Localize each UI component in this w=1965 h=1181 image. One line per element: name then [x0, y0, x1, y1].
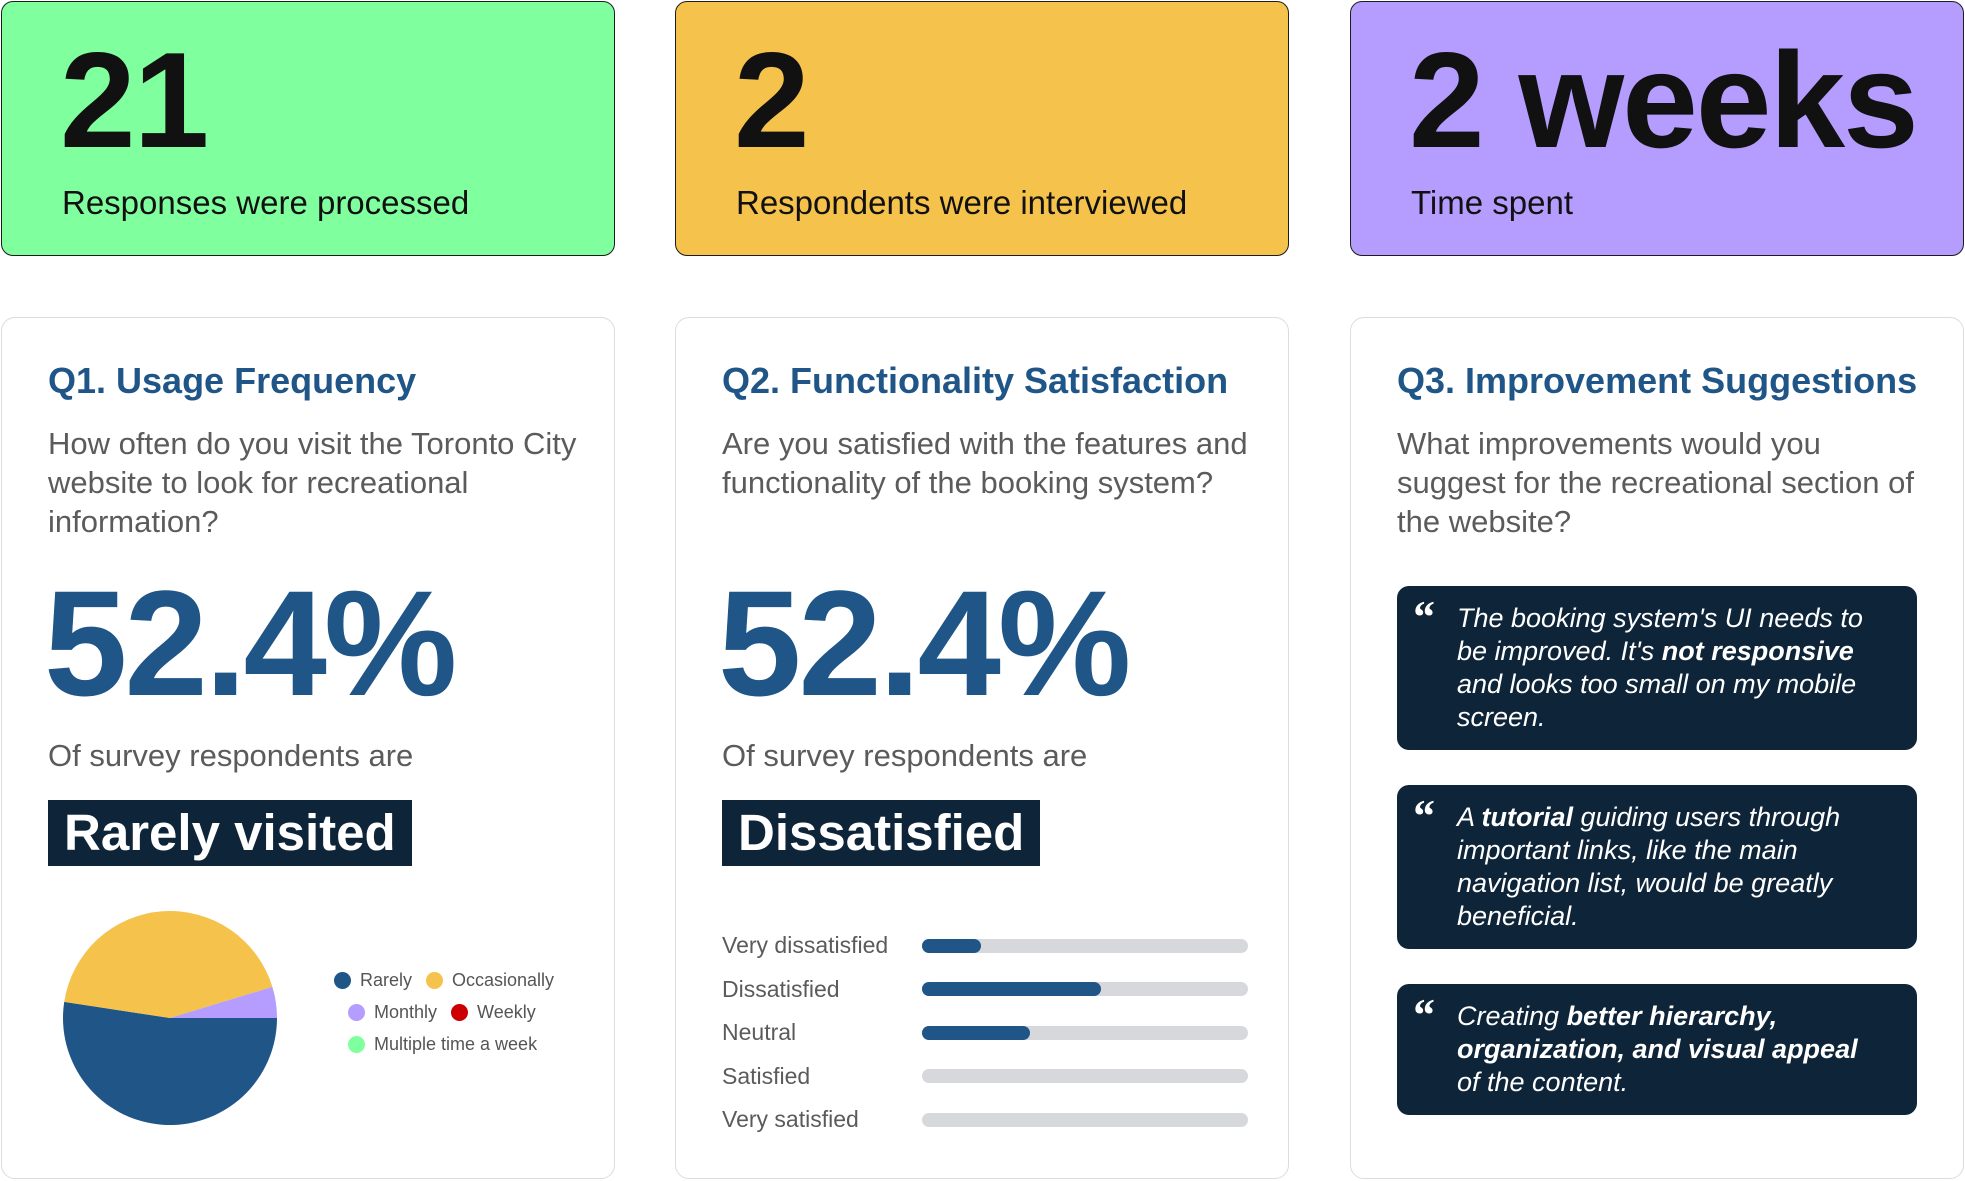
- legend-swatch: [451, 1004, 469, 1021]
- usage-pie-chart: [62, 911, 277, 1126]
- q2-percent: 52.4%: [718, 559, 1131, 727]
- bar-label: Dissatisfied: [722, 975, 840, 1002]
- bar-track: [922, 982, 1248, 997]
- bar-track: [922, 1112, 1248, 1127]
- q1-card: Q1. Usage Frequency How often do you vis…: [1, 317, 615, 1179]
- pie-slice-occasionally: [64, 911, 273, 1018]
- q1-title: Q1. Usage Frequency: [48, 360, 417, 401]
- legend-item-weekly: Weekly: [451, 1002, 536, 1023]
- bar-fill: [922, 1025, 1030, 1040]
- bar-row: Satisfied: [722, 1055, 1262, 1099]
- quote-card: “ The booking system's UI needs to be im…: [1397, 586, 1917, 750]
- quote-text: The booking system's UI needs to be impr…: [1457, 602, 1887, 734]
- quote-segment: The booking system's UI needs to be impr…: [1457, 603, 1863, 666]
- q1-badge: Rarely visited: [48, 800, 412, 866]
- bar-label: Very satisfied: [722, 1106, 859, 1133]
- quote-segment: of the content.: [1457, 1067, 1629, 1097]
- legend-label: Weekly: [477, 1002, 536, 1022]
- quote-emphasis: tutorial: [1481, 802, 1574, 832]
- quote-text: A tutorial guiding users through importa…: [1457, 801, 1887, 933]
- legend-label: Rarely: [360, 970, 413, 990]
- quote-card: “ Creating better hierarchy, organizatio…: [1397, 984, 1917, 1115]
- stat-caption: Respondents were interviewed: [736, 184, 1188, 221]
- bar-label: Satisfied: [722, 1062, 811, 1089]
- legend-item-occasionally: Occasionally: [426, 970, 554, 991]
- bar-fill: [922, 982, 1102, 997]
- legend-swatch: [348, 1004, 365, 1021]
- q3-question: What improvements would you suggest for …: [1397, 426, 1914, 539]
- legend-swatch: [426, 972, 444, 989]
- bar-label: Neutral: [722, 1019, 797, 1046]
- quote-text: Creating better hierarchy, organization,…: [1457, 1000, 1887, 1099]
- q2-title: Q2. Functionality Satisfaction: [722, 360, 1229, 401]
- bar-row: Neutral: [722, 1011, 1262, 1055]
- q2-card: Q2. Functionality Satisfaction Are you s…: [675, 317, 1289, 1179]
- quote-emphasis: not responsive: [1661, 636, 1854, 666]
- q1-of-text: Of survey respondents are: [48, 738, 414, 773]
- legend-item-rarely: Rarely: [334, 970, 412, 991]
- legend-label: Multiple time a week: [374, 1034, 538, 1054]
- bar-track: [922, 1025, 1248, 1040]
- pie-legend: Rarely Occasionally Monthly Weekly Multi…: [302, 970, 622, 1066]
- bar-fill: [922, 938, 981, 953]
- stat-card-time: 2 weeks Time spent: [1350, 1, 1964, 256]
- quote-mark-icon: “: [1411, 989, 1434, 1040]
- legend-label: Monthly: [374, 1002, 438, 1022]
- bar-track: [922, 1069, 1248, 1084]
- q1-percent: 52.4%: [44, 559, 457, 727]
- quote-mark-icon: “: [1411, 790, 1434, 841]
- quote-card: “ A tutorial guiding users through impor…: [1397, 785, 1917, 949]
- bar-track: [922, 938, 1248, 953]
- pie-slice-rarely: [62, 1001, 277, 1126]
- q3-title: Q3. Improvement Suggestions: [1397, 360, 1918, 401]
- legend-item-monthly: Monthly: [348, 1002, 437, 1023]
- pie-slice-monthly: [170, 986, 277, 1018]
- quote-mark-icon: “: [1411, 591, 1434, 642]
- quote-segment: Creating: [1457, 1001, 1567, 1031]
- bar-row: Very satisfied: [722, 1098, 1262, 1142]
- satisfaction-bar-chart: Very dissatisfied Dissatisfied Neutral Sati…: [722, 924, 1262, 1142]
- legend-swatch: [348, 1036, 365, 1053]
- legend-swatch: [334, 972, 351, 989]
- stat-value: 2: [734, 24, 810, 176]
- q2-of-text: Of survey respondents are: [722, 738, 1088, 773]
- quote-emphasis: better hierarchy, organization, and visu…: [1457, 1001, 1858, 1064]
- stat-value: 2 weeks: [1409, 24, 1919, 176]
- bar-row: Dissatisfied: [722, 968, 1262, 1012]
- bar-label: Very dissatisfied: [722, 932, 889, 959]
- quote-segment: A: [1457, 802, 1482, 832]
- stat-caption: Responses were processed: [62, 184, 470, 221]
- quote-segment: guiding users through important links, l…: [1457, 802, 1841, 931]
- stat-card-respondents: 2 Respondents were interviewed: [675, 1, 1289, 256]
- legend-label: Occasionally: [452, 970, 555, 990]
- q2-badge: Dissatisfied: [722, 800, 1041, 866]
- q2-question: Are you satisfied with the features and …: [722, 426, 1248, 500]
- stat-value: 21: [60, 24, 209, 176]
- quote-segment: and looks too small on my mobile screen.: [1457, 669, 1857, 732]
- bar-row: Very dissatisfied: [722, 924, 1262, 968]
- q3-card: Q3. Improvement Suggestions What improve…: [1350, 317, 1964, 1179]
- stat-card-responses: 21 Responses were processed: [1, 1, 615, 256]
- legend-item-multiple: Multiple time a week: [348, 1034, 537, 1055]
- stat-caption: Time spent: [1411, 184, 1574, 221]
- q1-question: How often do you visit the Toronto City …: [48, 426, 577, 539]
